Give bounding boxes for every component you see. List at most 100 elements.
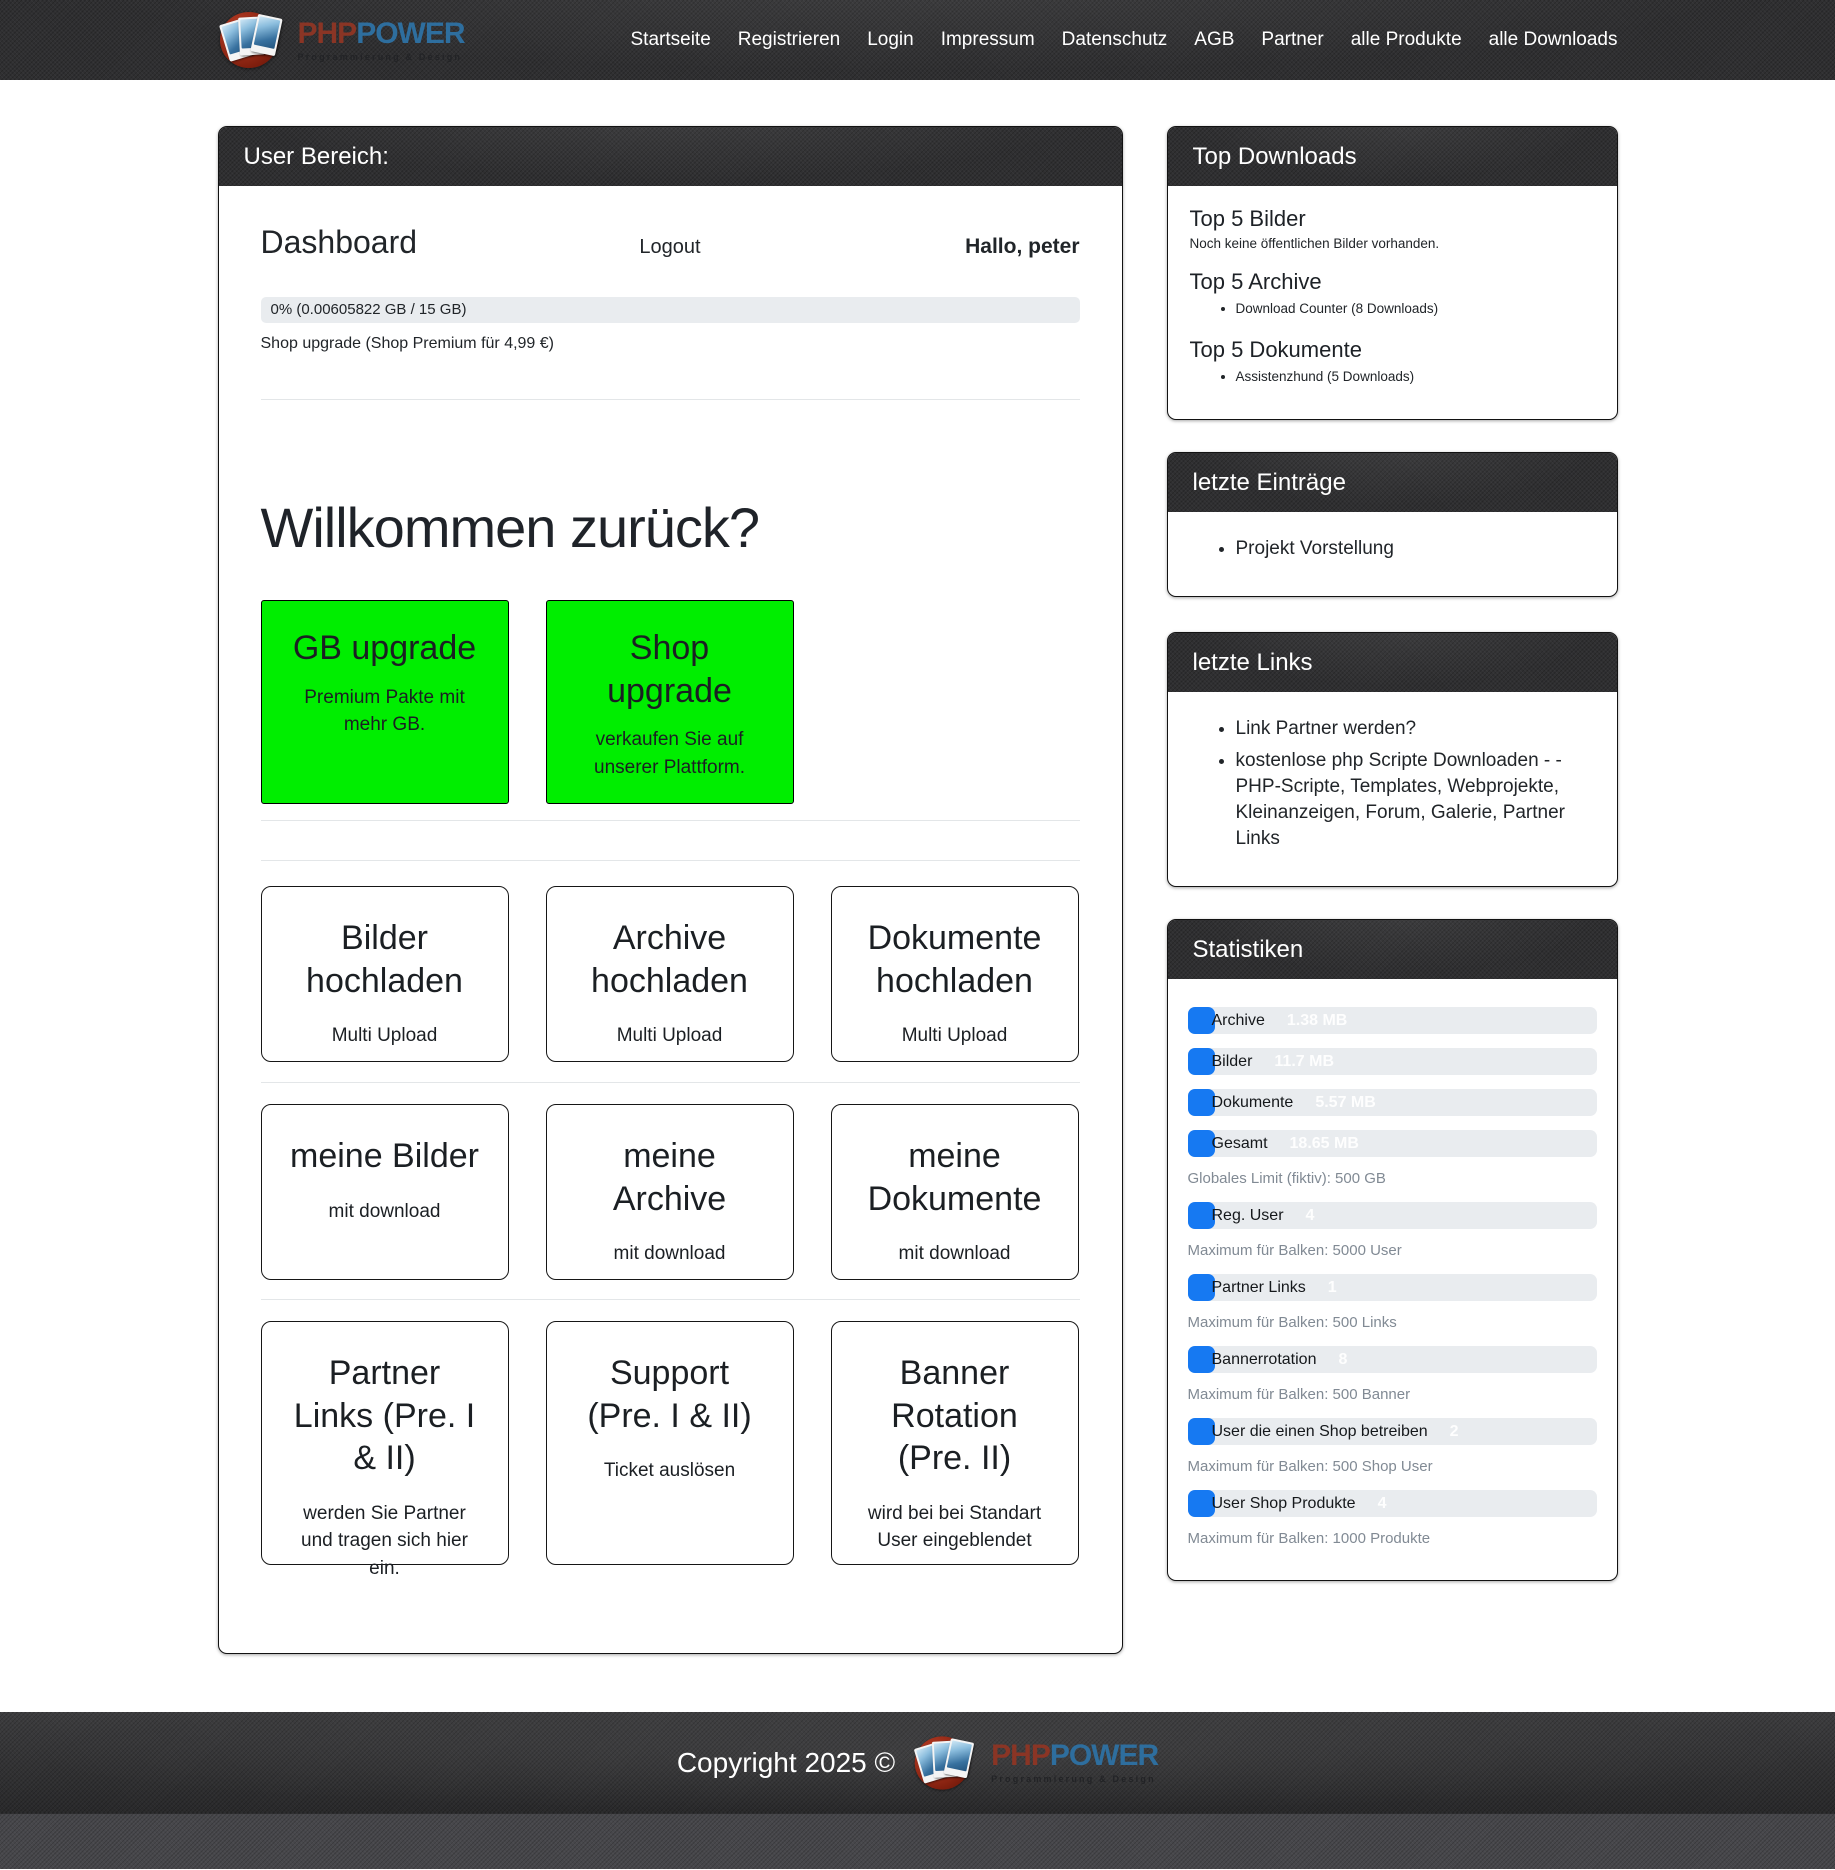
logout-link[interactable]: Logout [639,236,701,258]
letzte-eintraege-list: Projekt Vorstellung [1190,536,1595,562]
statbar-fill [1187,1007,1215,1034]
nav-link[interactable]: AGB [1194,29,1235,50]
card-title: meine Archive [612,1137,727,1218]
nav-item-alle-produkte[interactable]: alle Produkte [1351,29,1462,51]
nav-item-registrieren[interactable]: Registrieren [738,29,840,51]
letzte-links-panel: letzte Links Link Partner werden? kosten… [1166,632,1618,887]
card-banner-rotation[interactable]: Banner Rotation (Pre. II) wird bei bei S… [830,1321,1079,1566]
gb-upgrade-button[interactable]: GB upgrade Premium Pakte mit mehr GB. [260,600,509,805]
card-meine-archive[interactable]: meine Archive mit download [545,1104,794,1281]
storage-progressbar: 0% (0.00605822 GB / 15 GB) [260,297,1080,323]
photos-icon [913,1732,981,1793]
nav-link[interactable]: Login [867,29,914,50]
download-item[interactable]: Download Counter (8 Downloads) [1236,299,1595,319]
card-subtitle: mit download [898,1243,1011,1265]
top5-bilder-empty-text: Noch keine öffentlichen Bilder vorhanden… [1189,236,1440,251]
statbar-label: Gesamt [1211,1134,1268,1152]
card-subtitle: Ticket auslösen [603,1460,736,1482]
top-downloads-header: Top Downloads [1168,127,1617,186]
nav-item-datenschutz[interactable]: Datenschutz [1062,29,1168,51]
nav-link[interactable]: Registrieren [737,29,841,50]
nav-link[interactable]: Partner [1261,29,1324,50]
card-meine-dokumente[interactable]: meine Dokumente mit download [830,1104,1079,1281]
divider [260,1299,1080,1301]
card-bilder-hochladen[interactable]: Bilder hochladen Multi Upload [260,886,509,1063]
page-footer: Copyright 2025 © PHPPOWER Programmierung… [0,1712,1835,1870]
stat-caption: Maximum für Balken: 500 Links [1187,1314,1397,1331]
statbar-fill [1187,1274,1215,1301]
brand-php: PHP [991,1739,1051,1773]
nav-link[interactable]: alle Produkte [1350,29,1462,50]
brand-wordmark: PHPPOWER Programmierung & Design [297,16,466,62]
statbar-label: Dokumente [1211,1093,1294,1111]
my-files-cards-row: meine Bilder mit download meine Archive … [260,1104,1080,1281]
main-nav: Startseite Registrieren Login Impressum … [631,29,1618,51]
card-archive-hochladen[interactable]: Archive hochladen Multi Upload [545,886,794,1063]
letzte-links-list: Link Partner werden? kostenlose php Scri… [1190,716,1595,852]
statbar-shop-user: User die einen Shop betreiben 2 [1187,1418,1597,1445]
entry-item[interactable]: Projekt Vorstellung [1236,536,1595,562]
link-item[interactable]: kostenlose php Scripte Downloaden - - PH… [1236,748,1595,852]
nav-link[interactable]: Startseite [630,29,711,50]
statbar-shop-produkte: User Shop Produkte 4 [1187,1490,1597,1517]
nav-item-startseite[interactable]: Startseite [631,29,711,51]
top5-archive-heading: Top 5 Archive [1189,269,1322,294]
upgrade-buttons-row: GB upgrade Premium Pakte mit mehr GB. Sh… [260,600,1080,805]
panel-title: User Bereich: [243,142,389,170]
divider [260,1082,1080,1084]
shop-upgrade-link[interactable]: Shop upgrade (Shop Premium für 4,99 €) [260,335,555,352]
stat-caption: Maximum für Balken: 500 Banner [1187,1386,1411,1403]
statbar-fill [1187,1048,1215,1075]
statbar-value: 4 [1305,1206,1315,1224]
statbar-value: 5.57 MB [1315,1093,1376,1111]
shop-upgrade-button[interactable]: Shop upgrade verkaufen Sie auf unserer P… [545,600,794,805]
dashboard-title: Dashboard [260,224,418,260]
letzte-eintraege-panel: letzte Einträge Projekt Vorstellung [1166,452,1618,597]
shop-upgrade-subtitle: verkaufen Sie auf unserer Plattform. [594,729,745,778]
card-meine-bilder[interactable]: meine Bilder mit download [260,1104,509,1281]
stat-caption: Maximum für Balken: 5000 User [1187,1242,1402,1259]
letzte-links-header: letzte Links [1168,633,1617,692]
card-title: Dokumente hochladen [867,919,1042,1000]
panel-title: Statistiken [1192,935,1304,963]
nav-item-agb[interactable]: AGB [1194,29,1234,51]
top5-bilder-heading: Top 5 Bilder [1189,206,1306,231]
footer-brand-logo[interactable]: PHPPOWER Programmierung & Design [911,1731,1159,1795]
card-title: Support (Pre. I & II) [587,1354,752,1435]
top5-dokumente-list: Assistenzhund (5 Downloads) [1190,367,1595,387]
statbar-value: 2 [1449,1422,1459,1440]
nav-item-partner[interactable]: Partner [1261,29,1323,51]
statbar-archive: Archive 1.38 MB [1187,1007,1597,1034]
premium-cards-row: Partner Links (Pre. I & II) werden Sie P… [260,1321,1080,1579]
card-subtitle: mit download [613,1243,726,1265]
card-support[interactable]: Support (Pre. I & II) Ticket auslösen [545,1321,794,1566]
download-item[interactable]: Assistenzhund (5 Downloads) [1236,367,1595,387]
statbar-fill [1187,1089,1215,1116]
card-dokumente-hochladen[interactable]: Dokumente hochladen Multi Upload [830,886,1079,1063]
brand-power: POWER [1049,1739,1159,1773]
statbar-label: Reg. User [1211,1206,1284,1224]
card-title: Banner Rotation (Pre. II) [891,1354,1018,1478]
brand-tagline: Programmierung & Design [991,1774,1156,1785]
brand-logo[interactable]: PHPPOWER Programmierung & Design [218,8,466,72]
card-subtitle: wird bei bei Standart User eingeblendet [867,1502,1042,1552]
top-downloads-panel: Top Downloads Top 5 Bilder Noch keine öf… [1166,126,1618,420]
nav-link[interactable]: alle Downloads [1488,29,1618,50]
nav-item-alle-downloads[interactable]: alle Downloads [1489,29,1618,51]
brand-php: PHP [297,16,358,50]
nav-link[interactable]: Impressum [940,29,1035,50]
card-subtitle: mit download [328,1200,441,1222]
statbar-bannerrotation: Bannerrotation 8 [1187,1346,1597,1373]
statbar-label: Partner Links [1211,1278,1306,1296]
statistiken-header: Statistiken [1168,920,1617,979]
card-partner-links[interactable]: Partner Links (Pre. I & II) werden Sie P… [260,1321,509,1579]
copyright-text: Copyright 2025 © [676,1746,896,1778]
welcome-heading: Willkommen zurück? [260,496,761,559]
card-title: Bilder hochladen [306,919,463,1000]
statbar-value: 11.7 MB [1274,1052,1334,1070]
nav-item-impressum[interactable]: Impressum [941,29,1035,51]
user-bereich-panel: User Bereich: Dashboard Logout Hallo, pe… [217,126,1123,1655]
nav-item-login[interactable]: Login [867,29,914,51]
nav-link[interactable]: Datenschutz [1061,29,1168,50]
link-item[interactable]: Link Partner werden? [1236,716,1595,742]
